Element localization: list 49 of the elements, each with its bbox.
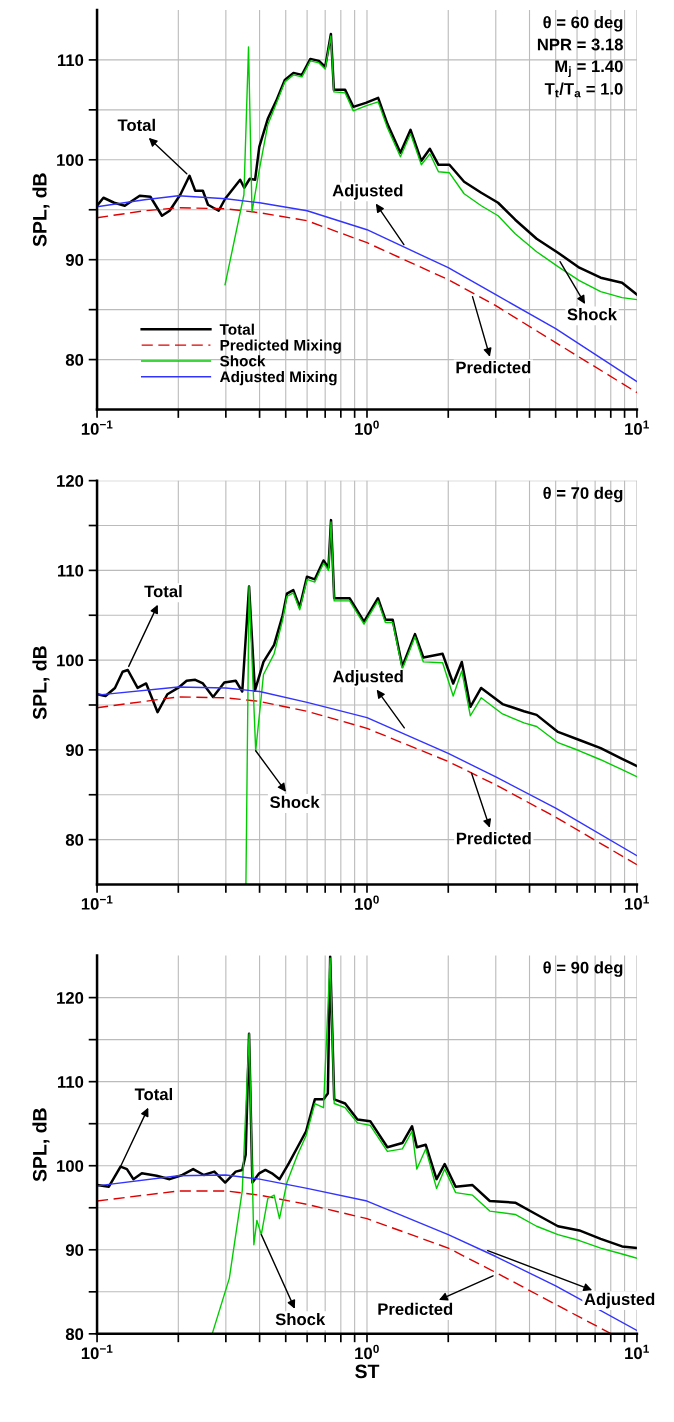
x-tick-label: 10$^{−1}$	[81, 895, 113, 910]
x-tick-label: 10$^{1}$	[625, 1344, 649, 1360]
y-tick-label: 110	[58, 54, 84, 67]
y-tick-label: 80	[65, 1328, 84, 1341]
annotation: θ = 70 deg	[543, 486, 623, 503]
y-tick-label: 90	[65, 1244, 84, 1256]
y-tick-label: 80	[65, 834, 84, 846]
annotation: θ = 60 deg	[543, 15, 623, 32]
y-axis-title: SPL, dB	[32, 173, 50, 247]
y-axis-title: SPL, dB	[32, 1108, 50, 1182]
y-tick-label: 90	[65, 254, 84, 266]
x-tick-label: 10$^{0}$	[355, 1344, 379, 1360]
annotation: Shock	[567, 308, 618, 321]
y-tick-label: 90	[65, 744, 84, 757]
y-tick-label: 100	[57, 1160, 84, 1172]
y-tick-label: 100	[57, 654, 84, 667]
y-tick-label: 80	[65, 353, 84, 366]
legend-label: Adjusted Mixing	[219, 371, 337, 386]
annotation: Adjusted	[584, 1292, 655, 1309]
annotation: Predicted	[456, 832, 531, 845]
annotation: Total	[144, 585, 182, 598]
annotation: M$_{j}$ = 1.40	[555, 60, 623, 78]
y-tick-label: 120	[57, 992, 84, 1004]
annotation: Total	[134, 1087, 173, 1101]
legend-label: Predicted Mixing	[220, 339, 341, 354]
annotation: Predicted	[456, 361, 531, 374]
annotation: T$_{t}$/T$_{a}$ = 1.0	[544, 82, 623, 98]
y-tick-label: 100	[57, 154, 84, 166]
legend-label: Shock	[220, 355, 266, 367]
annotation: Total	[117, 118, 155, 132]
x-tick-label: 10$^{1}$	[625, 420, 649, 435]
annotation: Adjusted	[332, 670, 403, 686]
annotation: θ = 90 deg	[543, 961, 623, 977]
x-tick-label: 10$^{0}$	[355, 895, 379, 910]
y-tick-label: 120	[57, 475, 84, 487]
x-axis-title: ST	[355, 1364, 380, 1379]
y-tick-label: 110	[58, 1076, 84, 1088]
x-tick-label: 10$^{1}$	[625, 895, 649, 910]
annotation: Predicted	[378, 1302, 453, 1316]
x-tick-label: 10$^{−1}$	[81, 420, 113, 435]
annotation: Shock	[270, 795, 320, 809]
x-tick-label: 10$^{−1}$	[81, 1344, 113, 1360]
legend-label: Total	[219, 323, 254, 335]
annotation: NPR = 3.18	[537, 38, 623, 51]
y-tick-label: 110	[58, 564, 84, 577]
x-tick-label: 10$^{0}$	[355, 420, 379, 435]
annotation: Adjusted	[332, 184, 403, 200]
y-axis-title: SPL, dB	[32, 646, 50, 720]
annotation: Shock	[275, 1312, 326, 1326]
